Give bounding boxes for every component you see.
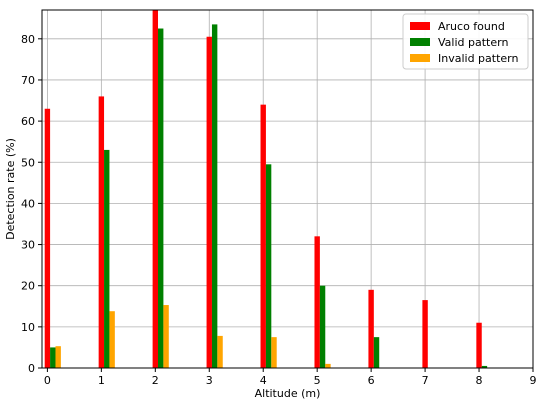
bar-invalid-pattern-1 — [109, 311, 115, 368]
bar-valid-pattern-2 — [158, 28, 164, 368]
bar-aruco-found-8 — [476, 322, 482, 368]
bar-aruco-found-1 — [98, 96, 105, 368]
x-tick-label: 9 — [530, 374, 537, 387]
bar-valid-pattern-5 — [319, 285, 326, 368]
bar-invalid-pattern-4 — [271, 337, 277, 368]
legend-swatch-valid-pattern — [410, 38, 430, 46]
y-tick-label: 0 — [28, 362, 35, 375]
bar-invalid-pattern-2 — [163, 305, 169, 368]
y-tick-label: 40 — [21, 197, 35, 210]
x-tick-label: 7 — [422, 374, 429, 387]
y-tick-label: 70 — [21, 74, 35, 87]
bar-aruco-found-6 — [368, 289, 374, 368]
bar-valid-pattern-1 — [104, 149, 110, 368]
legend-label-invalid-pattern: Invalid pattern — [438, 52, 519, 65]
x-tick-label: 5 — [314, 374, 321, 387]
bar-valid-pattern-3 — [211, 24, 218, 368]
legend-label-valid-pattern: Valid pattern — [438, 36, 508, 49]
bar-invalid-pattern-5 — [325, 363, 331, 368]
y-tick-label: 80 — [21, 33, 35, 46]
x-axis-label: Altitude (m) — [255, 387, 321, 400]
y-axis-ticks: 0 10 20 30 40 50 60 70 80 — [21, 33, 42, 375]
x-tick-label: 6 — [368, 374, 375, 387]
bar-aruco-found-0 — [44, 108, 51, 368]
legend-swatch-invalid-pattern — [410, 54, 430, 62]
y-tick-label: 10 — [21, 321, 35, 334]
bar-invalid-pattern-3 — [217, 335, 223, 368]
bar-aruco-found-3 — [206, 36, 212, 368]
y-axis-label: Detection rate (%) — [4, 138, 17, 240]
x-tick-label: 1 — [98, 374, 105, 387]
bar-aruco-found-2 — [152, 10, 159, 368]
bar-valid-pattern-8 — [481, 365, 488, 368]
y-tick-label: 60 — [21, 115, 35, 128]
bar-valid-pattern-0 — [50, 347, 56, 368]
bar-valid-pattern-6 — [373, 337, 380, 368]
x-tick-label: 8 — [476, 374, 483, 387]
x-tick-label: 4 — [260, 374, 267, 387]
y-tick-label: 30 — [21, 239, 35, 252]
x-tick-label: 0 — [44, 374, 51, 387]
x-tick-label: 2 — [152, 374, 159, 387]
plot-frame — [41, 9, 534, 369]
bar-invalid-pattern-0 — [55, 346, 61, 368]
bar-aruco-found-7 — [422, 300, 428, 368]
bar-valid-pattern-4 — [265, 164, 272, 368]
legend: Aruco found Valid pattern Invalid patter… — [402, 13, 529, 70]
legend-box — [402, 13, 529, 70]
y-tick-label: 50 — [21, 156, 35, 169]
legend-swatch-aruco-found — [410, 22, 430, 30]
bar-aruco-found-5 — [314, 236, 320, 368]
bars — [44, 10, 488, 368]
y-tick-label: 20 — [21, 280, 35, 293]
x-axis-ticks: 0 1 2 3 4 5 6 7 8 9 — [44, 368, 537, 387]
legend-label-aruco-found: Aruco found — [438, 20, 505, 33]
x-tick-label: 3 — [206, 374, 213, 387]
bar-aruco-found-4 — [260, 104, 266, 368]
